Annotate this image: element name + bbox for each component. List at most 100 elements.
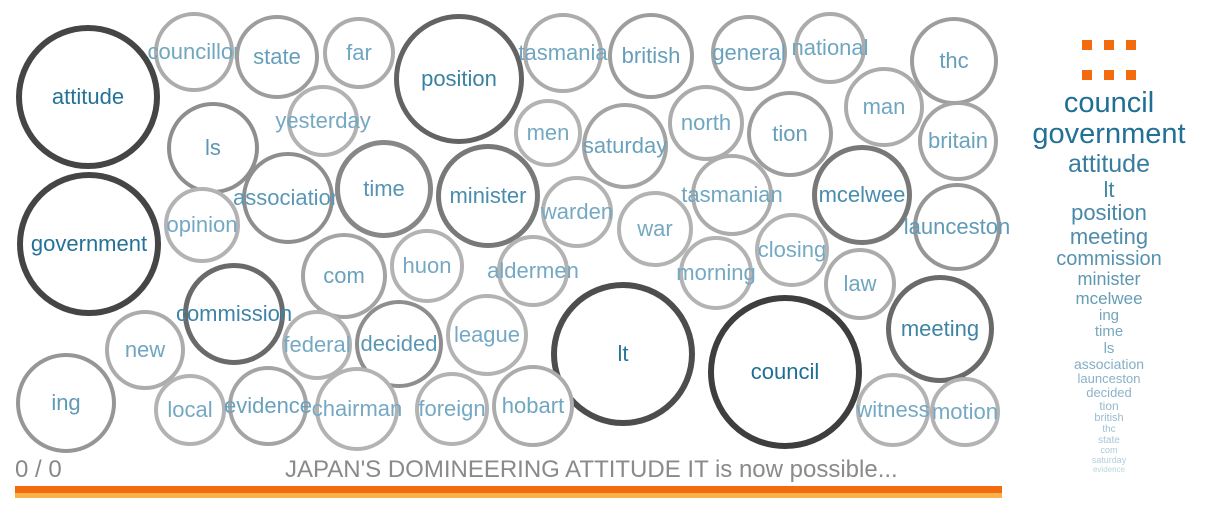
word-list-item[interactable]: minister: [1077, 269, 1141, 290]
word-list-item[interactable]: attitude: [1067, 149, 1150, 178]
word-bubble-state[interactable]: state: [235, 15, 319, 99]
word-bubble-britain[interactable]: britain: [918, 101, 998, 181]
word-bubble-meeting[interactable]: meeting: [886, 275, 994, 383]
word-list-item[interactable]: ing: [1098, 307, 1120, 325]
word-bubble-time[interactable]: time: [335, 140, 433, 238]
word-bubble-yesterday[interactable]: yesterday: [275, 85, 371, 157]
word-list-item[interactable]: thc: [1102, 423, 1116, 435]
bubble-label: aldermen: [487, 258, 579, 283]
bubble-label: time: [363, 176, 405, 201]
bubble-label: hobart: [501, 393, 565, 418]
word-bubble-tasmanian[interactable]: tasmanian: [681, 154, 783, 236]
bubble-label: association: [232, 185, 344, 210]
word-list-item[interactable]: meeting: [1069, 224, 1149, 250]
word-list-item[interactable]: british: [1094, 411, 1124, 424]
bubble-label: councillor: [147, 39, 241, 64]
bubble-label: british: [621, 43, 681, 68]
word-bubble-mcelwee[interactable]: mcelwee: [812, 145, 912, 245]
word-list-item[interactable]: government: [1032, 118, 1186, 151]
word-bubble-association[interactable]: association: [233, 152, 343, 244]
bubble-label: tion: [772, 121, 808, 146]
bubble-label: tasmanian: [681, 182, 783, 207]
bubble-label: closing: [757, 237, 827, 262]
word-list-item[interactable]: lt: [1103, 176, 1115, 202]
bubble-label: position: [421, 66, 497, 91]
item-counter: 0 / 0: [15, 456, 62, 483]
bubble-label: mcelwee: [818, 182, 906, 207]
word-bubble-law[interactable]: law: [824, 248, 896, 320]
word-bubble-man[interactable]: man: [844, 67, 924, 147]
word-bubble-ing[interactable]: ing: [16, 353, 116, 453]
word-bubble-aldermen[interactable]: aldermen: [487, 235, 579, 307]
bubble-label: huon: [402, 253, 452, 278]
word-list-item[interactable]: launceston: [1077, 370, 1141, 386]
bubble-label: attitude: [51, 84, 125, 109]
word-frequency-list: council government attitude lt position meeti…: [1014, 87, 1204, 474]
bubble-label: national: [791, 35, 869, 60]
word-bubble-chairman[interactable]: chairman: [312, 367, 402, 451]
word-bubble-league[interactable]: league: [446, 294, 528, 376]
word-bubble-warden[interactable]: warden: [541, 176, 613, 248]
word-bubble-position[interactable]: position: [394, 14, 524, 144]
word-bubble-attitude[interactable]: attitude: [16, 25, 160, 169]
word-list-item[interactable]: mcelwee: [1075, 288, 1143, 308]
word-list-item[interactable]: association: [1073, 355, 1145, 372]
word-bubble-war[interactable]: war: [617, 191, 693, 267]
word-bubble-general[interactable]: general: [711, 15, 787, 91]
word-bubble-commission[interactable]: commission: [176, 263, 292, 365]
word-bubble-foreign[interactable]: foreign: [415, 372, 489, 446]
word-bubble-tasmania[interactable]: tasmania: [518, 13, 608, 93]
bubble-label: launceston: [903, 214, 1011, 239]
word-bubble-council[interactable]: council: [708, 295, 862, 449]
word-bubble-saturday[interactable]: saturday: [582, 103, 668, 189]
word-bubble-north[interactable]: north: [668, 85, 744, 161]
word-list-item[interactable]: council: [1063, 87, 1155, 119]
bubble-label: ls: [205, 135, 221, 160]
word-bubble-hobart[interactable]: hobart: [492, 365, 574, 447]
word-bubble-morning[interactable]: morning: [676, 236, 756, 310]
word-bubble-closing[interactable]: closing: [755, 213, 829, 287]
bubble-label: witness: [856, 397, 930, 422]
word-list-item[interactable]: decided: [1086, 384, 1132, 400]
word-bubble-lt[interactable]: lt: [551, 282, 695, 426]
word-bubble-evidence[interactable]: evidence: [224, 366, 312, 446]
word-list-item[interactable]: ls: [1103, 339, 1115, 357]
word-bubble-huon[interactable]: huon: [390, 229, 464, 303]
bubble-label: thc: [939, 48, 969, 73]
headline-text[interactable]: JAPAN'S DOMINEERING ATTITUDE IT is now p…: [285, 456, 898, 483]
word-list-item[interactable]: time: [1094, 323, 1124, 341]
bubble-label: commission: [175, 301, 293, 326]
word-list-item[interactable]: tion: [1099, 399, 1119, 413]
word-bubble-minister[interactable]: minister: [436, 144, 540, 248]
progress-bar: [15, 486, 1002, 493]
bubble-label: evidence: [223, 393, 313, 418]
word-list-item[interactable]: evidence: [1092, 464, 1126, 474]
bubble-label: north: [680, 110, 732, 135]
bubble-label: ing: [51, 390, 81, 415]
word-bubble-councillor[interactable]: councillor: [148, 12, 240, 92]
dots-icon[interactable]: [1082, 40, 1136, 52]
word-bubble-government[interactable]: government: [17, 172, 161, 316]
word-bubble-thc[interactable]: thc: [910, 17, 998, 105]
bubble-label: government: [30, 231, 148, 256]
word-bubble-opinion[interactable]: opinion: [164, 187, 240, 263]
word-bubble-men[interactable]: men: [514, 99, 582, 167]
word-bubble-national[interactable]: national: [791, 12, 869, 84]
bubble-label: local: [167, 397, 213, 422]
word-bubble-launceston[interactable]: launceston: [904, 183, 1010, 271]
bubble-label: war: [637, 216, 673, 241]
word-bubble-witness[interactable]: witness: [856, 373, 930, 447]
word-bubble-far[interactable]: far: [323, 17, 395, 89]
bubble-label: lt: [617, 341, 629, 366]
word-bubble-british[interactable]: british: [608, 13, 694, 99]
word-list-item[interactable]: com: [1100, 445, 1118, 456]
word-bubble-motion[interactable]: motion: [930, 377, 1000, 447]
word-list-item[interactable]: commission: [1056, 247, 1162, 270]
word-list-item[interactable]: saturday: [1091, 455, 1127, 466]
word-list-item[interactable]: state: [1098, 434, 1120, 446]
bubble-label: warden: [540, 199, 614, 224]
word-bubble-local[interactable]: local: [154, 374, 226, 446]
word-list-item[interactable]: position: [1071, 200, 1147, 226]
dots-icon[interactable]: [1082, 70, 1136, 82]
bubble-label: general: [712, 40, 786, 65]
